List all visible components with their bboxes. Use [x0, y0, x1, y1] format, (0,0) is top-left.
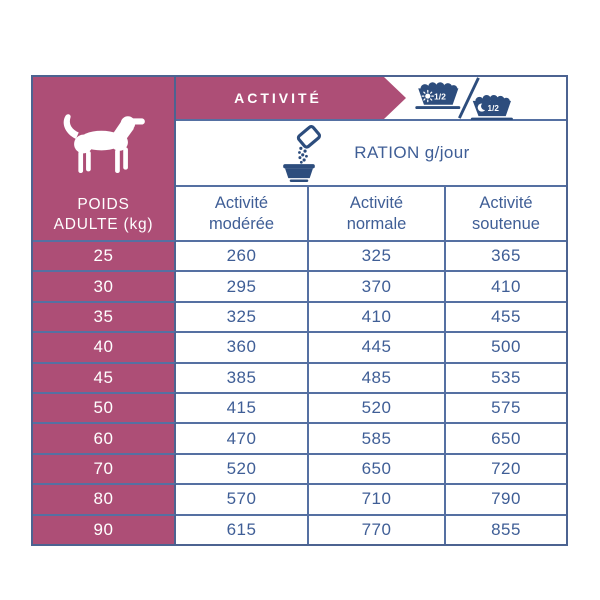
activity-banner-label: ACTIVITÉ: [234, 90, 322, 106]
weight-cell: 90: [33, 513, 176, 544]
ration-value-cell: 575: [444, 391, 566, 423]
ration-value-cell: 615: [176, 513, 307, 544]
weight-cell: 30: [33, 270, 176, 301]
weight-header-label: POIDS ADULTE (kg): [53, 196, 154, 234]
weight-cell: 35: [33, 300, 176, 332]
activity-banner: ACTIVITÉ: [176, 77, 406, 119]
ration-value-cell: 410: [444, 270, 566, 301]
night-half-ration-bowl-icon: 1/2: [470, 94, 513, 120]
ration-value-cell: 485: [307, 361, 444, 392]
ration-value-cell: 770: [307, 513, 444, 544]
weight-cell: 70: [33, 452, 176, 484]
weight-cell: 60: [33, 422, 176, 453]
day-half-ration-bowl-icon: 1/2: [415, 82, 461, 109]
ration-label: RATION g/jour: [354, 143, 470, 162]
ration-value-cell: 260: [176, 240, 307, 271]
ration-value-cell: 585: [307, 422, 444, 453]
weight-cell: 80: [33, 483, 176, 514]
ration-value-cell: 360: [176, 331, 307, 362]
ration-value-cell: 370: [307, 270, 444, 301]
ration-value-cell: 385: [176, 361, 307, 392]
ration-value-cell: 445: [307, 331, 444, 362]
ration-value-cell: 570: [176, 483, 307, 514]
kibble-scoop-bowl-icon: [283, 125, 322, 182]
weight-header-cell: POIDS ADULTE (kg): [33, 77, 176, 240]
ration-value-cell: 650: [307, 452, 444, 484]
ration-value-cell: 720: [444, 452, 566, 484]
svg-text:1/2: 1/2: [488, 104, 500, 113]
feeding-ration-table: POIDS ADULTE (kg) ACTIVITÉ: [31, 75, 568, 546]
column-header-sustained: Activité soutenue: [444, 187, 566, 240]
ration-value-cell: 855: [444, 513, 566, 544]
ration-value-cell: 455: [444, 300, 566, 332]
weight-cell: 40: [33, 331, 176, 362]
ration-value-cell: 325: [307, 240, 444, 271]
column-header-normal: Activité normale: [307, 187, 444, 240]
slash-divider-icon: [458, 77, 480, 119]
column-header-moderate: Activité modérée: [176, 187, 307, 240]
ration-value-cell: 325: [176, 300, 307, 332]
ration-header-row: RATION g/jour: [176, 121, 566, 187]
ration-value-cell: 520: [176, 452, 307, 484]
svg-text:1/2: 1/2: [434, 91, 446, 101]
activity-banner-row: ACTIVITÉ 1/2: [176, 77, 566, 121]
ration-value-cell: 295: [176, 270, 307, 301]
weight-cell: 50: [33, 391, 176, 423]
ration-value-cell: 650: [444, 422, 566, 453]
ration-value-cell: 500: [444, 331, 566, 362]
ration-value-cell: 365: [444, 240, 566, 271]
ration-value-cell: 535: [444, 361, 566, 392]
ration-value-cell: 710: [307, 483, 444, 514]
ration-value-cell: 520: [307, 391, 444, 423]
weight-cell: 45: [33, 361, 176, 392]
meal-split-icons: 1/2 1/2: [414, 77, 520, 120]
dog-silhouette-icon: [57, 103, 151, 185]
ration-value-cell: 790: [444, 483, 566, 514]
ration-value-cell: 410: [307, 300, 444, 332]
ration-value-cell: 415: [176, 391, 307, 423]
ration-value-cell: 470: [176, 422, 307, 453]
weight-cell: 25: [33, 240, 176, 271]
